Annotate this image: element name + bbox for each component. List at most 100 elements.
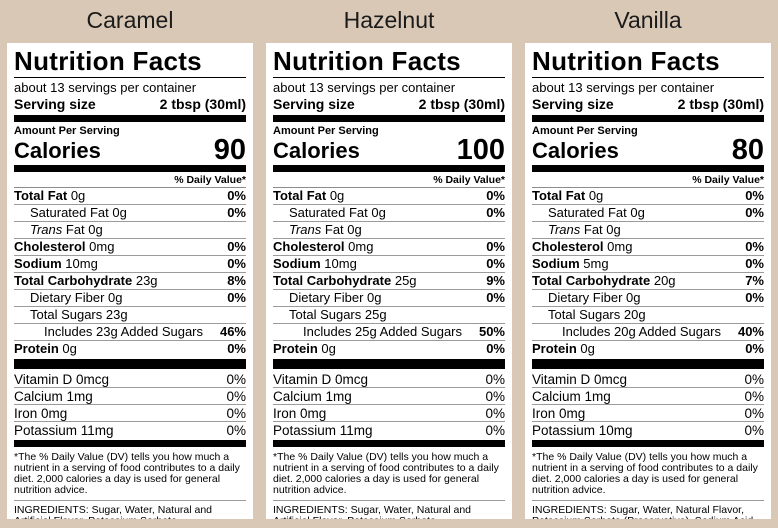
row-total-fat: Total Fat 0g 0% [532, 188, 764, 204]
calories-row: Calories 100 [273, 134, 505, 166]
row-protein: Protein 0g 0% [14, 340, 246, 357]
nutrient-dv: 0% [745, 341, 764, 356]
nutrient-rows: Total Fat 0g 0% Saturated Fat 0g 0% Tran… [273, 188, 505, 357]
mineral-name: Iron 0mg [14, 405, 68, 421]
row-total-carbohydrate: Total Carbohydrate 20g 7% [532, 272, 764, 289]
row-sodium: Sodium 5mg 0% [532, 255, 764, 272]
mineral-dv: 0% [485, 371, 505, 387]
mineral-dv: 0% [485, 422, 505, 438]
nutrient-name: Total Sugars 23g [30, 307, 128, 322]
divider-bar [273, 115, 505, 122]
serving-size-value: 2 tbsp (30ml) [159, 96, 246, 112]
row-iron: Iron 0mg 0% [14, 404, 246, 421]
nutrient-name: Saturated Fat 0g [548, 205, 645, 220]
mineral-dv: 0% [744, 422, 764, 438]
nutrient-name: Total Fat 0g [14, 188, 86, 203]
nutrient-name: Saturated Fat 0g [289, 205, 386, 220]
divider-bar [273, 440, 505, 447]
mineral-name: Iron 0mg [273, 405, 327, 421]
row-potassium: Potassium 11mg 0% [273, 421, 505, 438]
amount-per-serving-label: Amount Per Serving [532, 125, 638, 137]
nutrient-dv: 0% [227, 256, 246, 271]
mineral-name: Iron 0mg [532, 405, 586, 421]
serving-size-row: Serving size 2 tbsp (30ml) [273, 95, 505, 113]
calories-label: Calories [14, 138, 101, 163]
row-calcium: Calcium 1mg 0% [14, 387, 246, 404]
divider-bar [532, 115, 764, 122]
nutrient-dv: 0% [745, 290, 764, 305]
mineral-name: Potassium 11mg [273, 422, 373, 438]
mineral-rows: Vitamin D 0mcg 0% Calcium 1mg 0% Iron 0m… [273, 371, 505, 438]
amount-per-serving-label: Amount Per Serving [273, 125, 379, 137]
nutrient-dv: 0% [227, 205, 246, 220]
flavor-column: Vanilla Nutrition Facts about 13 serving… [525, 0, 771, 519]
servings-per-container: about 13 servings per container [273, 80, 456, 95]
daily-value-header: % Daily Value* [273, 174, 505, 188]
mineral-dv: 0% [226, 371, 246, 387]
divider-bar-thick [532, 359, 764, 369]
nutrient-dv: 9% [486, 273, 505, 288]
nutrient-name: Protein 0g [532, 341, 595, 356]
divider-bar [532, 440, 764, 447]
nutrient-name: Includes 23g Added Sugars [44, 324, 204, 339]
servings-per-container: about 13 servings per container [532, 80, 715, 95]
nutrient-name: Includes 20g Added Sugars [562, 324, 722, 339]
row-total-carbohydrate: Total Carbohydrate 23g 8% [14, 272, 246, 289]
nutrient-name: Sodium 5mg [532, 256, 609, 271]
row-saturated-fat: Saturated Fat 0g 0% [14, 204, 246, 221]
nutrient-name: Cholesterol 0mg [273, 239, 374, 254]
flavor-column: Caramel Nutrition Facts about 13 serving… [7, 0, 253, 519]
mineral-name: Vitamin D 0mcg [273, 371, 369, 387]
daily-value-footnote: *The % Daily Value (DV) tells you how mu… [14, 449, 246, 501]
calories-value: 100 [456, 134, 505, 166]
row-added-sugars: Includes 25g Added Sugars 50% [273, 323, 505, 340]
nutrient-name: Cholesterol 0mg [532, 239, 633, 254]
nutrient-dv: 0% [227, 239, 246, 254]
serving-size-label: Serving size [273, 96, 355, 112]
row-saturated-fat: Saturated Fat 0g 0% [532, 204, 764, 221]
divider-bar [14, 165, 246, 172]
row-calcium: Calcium 1mg 0% [532, 387, 764, 404]
ingredients-text: INGREDIENTS: Sugar, Water, Natural and A… [14, 504, 213, 520]
nutrient-name: Total Fat 0g [273, 188, 345, 203]
nutrient-name: Trans Fat 0g [30, 222, 103, 237]
calories-label: Calories [532, 138, 619, 163]
nutrient-name: Cholesterol 0mg [14, 239, 115, 254]
ingredients-text: INGREDIENTS: Sugar, Water, Natural Flavo… [532, 504, 753, 520]
row-cholesterol: Cholesterol 0mg 0% [532, 238, 764, 255]
mineral-dv: 0% [226, 422, 246, 438]
nutrient-dv: 0% [227, 188, 246, 203]
calories-value: 90 [213, 134, 246, 166]
row-trans-fat: Trans Fat 0g [14, 221, 246, 238]
mineral-dv: 0% [744, 371, 764, 387]
row-total-fat: Total Fat 0g 0% [14, 188, 246, 204]
nutrient-name: Dietary Fiber 0g [30, 290, 123, 305]
nutrient-dv: 0% [745, 239, 764, 254]
nutrient-dv: 0% [486, 239, 505, 254]
nutrient-name: Dietary Fiber 0g [548, 290, 641, 305]
daily-value-header: % Daily Value* [532, 174, 764, 188]
nutrient-name: Sodium 10mg [14, 256, 98, 271]
row-trans-fat: Trans Fat 0g [273, 221, 505, 238]
nutrition-facts-label: Nutrition Facts about 13 servings per co… [525, 43, 771, 519]
row-calcium: Calcium 1mg 0% [273, 387, 505, 404]
nutrient-dv: 0% [486, 341, 505, 356]
row-sodium: Sodium 10mg 0% [273, 255, 505, 272]
nutrient-dv: 0% [745, 256, 764, 271]
mineral-name: Calcium 1mg [532, 388, 611, 404]
nutrition-facts-heading: Nutrition Facts [532, 48, 764, 78]
row-total-sugars: Total Sugars 25g [273, 306, 505, 323]
nutrient-name: Total Sugars 20g [548, 307, 646, 322]
nutrient-dv: 0% [745, 188, 764, 203]
nutrient-dv: 0% [486, 205, 505, 220]
nutrition-facts-label: Nutrition Facts about 13 servings per co… [266, 43, 512, 519]
row-cholesterol: Cholesterol 0mg 0% [273, 238, 505, 255]
nutrient-name: Saturated Fat 0g [30, 205, 127, 220]
nutrient-dv: 0% [745, 205, 764, 220]
mineral-name: Vitamin D 0mcg [532, 371, 628, 387]
divider-bar [14, 115, 246, 122]
nutrient-name: Trans Fat 0g [289, 222, 362, 237]
row-iron: Iron 0mg 0% [532, 404, 764, 421]
nutrition-facts-label: Nutrition Facts about 13 servings per co… [7, 43, 253, 519]
row-added-sugars: Includes 20g Added Sugars 40% [532, 323, 764, 340]
